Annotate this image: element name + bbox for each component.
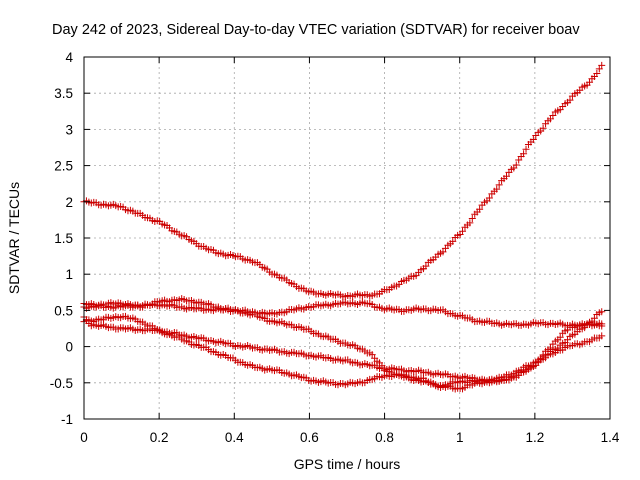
y-tick-label: 1.5 — [54, 231, 73, 246]
y-tick-label: -1 — [61, 412, 73, 427]
data-point — [495, 181, 503, 189]
data-point — [502, 172, 510, 180]
data-point — [556, 333, 564, 341]
x-tick-label: 0.6 — [300, 430, 319, 445]
y-tick-label: 0.5 — [54, 303, 73, 318]
data-point — [368, 351, 376, 359]
data-point — [476, 205, 484, 213]
data-point — [539, 351, 547, 359]
data-point — [598, 322, 606, 330]
data-point — [485, 194, 493, 202]
y-tick-label: 4 — [65, 50, 73, 65]
y-tick-label: 1 — [65, 267, 73, 282]
data-point — [598, 61, 606, 69]
data-point — [520, 150, 528, 158]
data-point — [459, 227, 467, 235]
x-tick-label: 0.2 — [150, 430, 169, 445]
series-series-d — [80, 313, 606, 386]
data-point — [593, 70, 601, 78]
data-point — [529, 362, 537, 370]
data-point — [493, 185, 501, 193]
data-point — [468, 214, 476, 222]
data-point — [439, 248, 447, 256]
y-tick-label: 2 — [65, 195, 73, 210]
x-tick-label: 0 — [80, 430, 88, 445]
x-tick-label: 0.4 — [225, 430, 244, 445]
x-tick-label: 1 — [456, 430, 464, 445]
data-point — [598, 308, 606, 316]
data-point — [522, 145, 530, 153]
data-point — [566, 96, 574, 104]
data-point — [598, 332, 606, 340]
x-tick-label: 1.4 — [601, 430, 620, 445]
x-tick-label: 0.8 — [375, 430, 394, 445]
x-axis-ticks: 0 0.2 0.4 0.6 0.8 1 1.2 1.4 — [80, 57, 620, 445]
data-point — [422, 262, 430, 270]
data-point — [549, 111, 557, 119]
series-series-e — [80, 298, 606, 331]
data-point — [466, 219, 474, 227]
y-tick-label: 0 — [65, 340, 73, 355]
data-point — [546, 344, 554, 352]
x-tick-label: 1.2 — [525, 430, 544, 445]
y-axis-ticks: -1 -0.5 0 0.5 1 1.5 2 2.5 3 3.5 4 — [50, 50, 610, 427]
data-point — [512, 161, 520, 169]
y-tick-label: 3 — [65, 122, 73, 137]
data-point — [449, 237, 457, 245]
data-point — [529, 136, 537, 144]
y-tick-label: 2.5 — [54, 159, 73, 174]
y-tick-label: -0.5 — [50, 376, 73, 391]
series-series-a — [80, 61, 606, 301]
data-point — [539, 124, 547, 132]
data-point — [590, 314, 598, 322]
plot-series — [80, 61, 606, 393]
y-axis-label: SDTVAR / TECUs — [6, 182, 22, 294]
chart-title: Day 242 of 2023, Sidereal Day-to-day VTE… — [52, 22, 580, 38]
y-tick-label: 3.5 — [54, 86, 73, 101]
grid-lines — [84, 57, 610, 419]
x-axis-label: GPS time / hours — [294, 456, 401, 472]
